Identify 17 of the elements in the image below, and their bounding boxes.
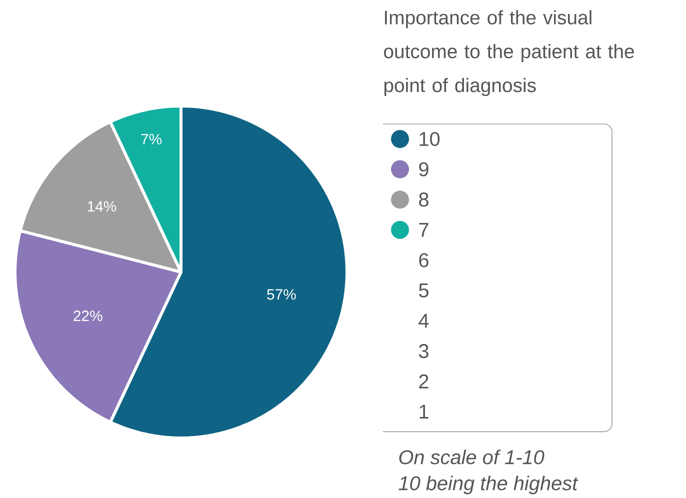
text: On scale of 1-10: [399, 450, 544, 464]
category-label: 3: [418, 344, 428, 358]
legend-label: 8: [419, 192, 428, 207]
category-label: 4: [418, 314, 429, 328]
category-label: 2: [419, 374, 428, 388]
data-label: 7%: [141, 134, 162, 144]
text: 10 being the highest: [398, 476, 578, 494]
category-label: 5: [419, 284, 428, 298]
data-label: 14%: [88, 201, 116, 212]
data-label: 22%: [74, 310, 102, 322]
legend-label: 9: [419, 162, 428, 176]
category-label: 1: [420, 404, 428, 419]
legend-label: 7: [419, 223, 428, 237]
legend-label: 10: [420, 132, 440, 146]
text: Importance of the visual outcome to the patient at the point of diagnosis: [384, 10, 634, 96]
category-label: 6: [419, 253, 428, 268]
data-label: 57%: [267, 289, 296, 300]
